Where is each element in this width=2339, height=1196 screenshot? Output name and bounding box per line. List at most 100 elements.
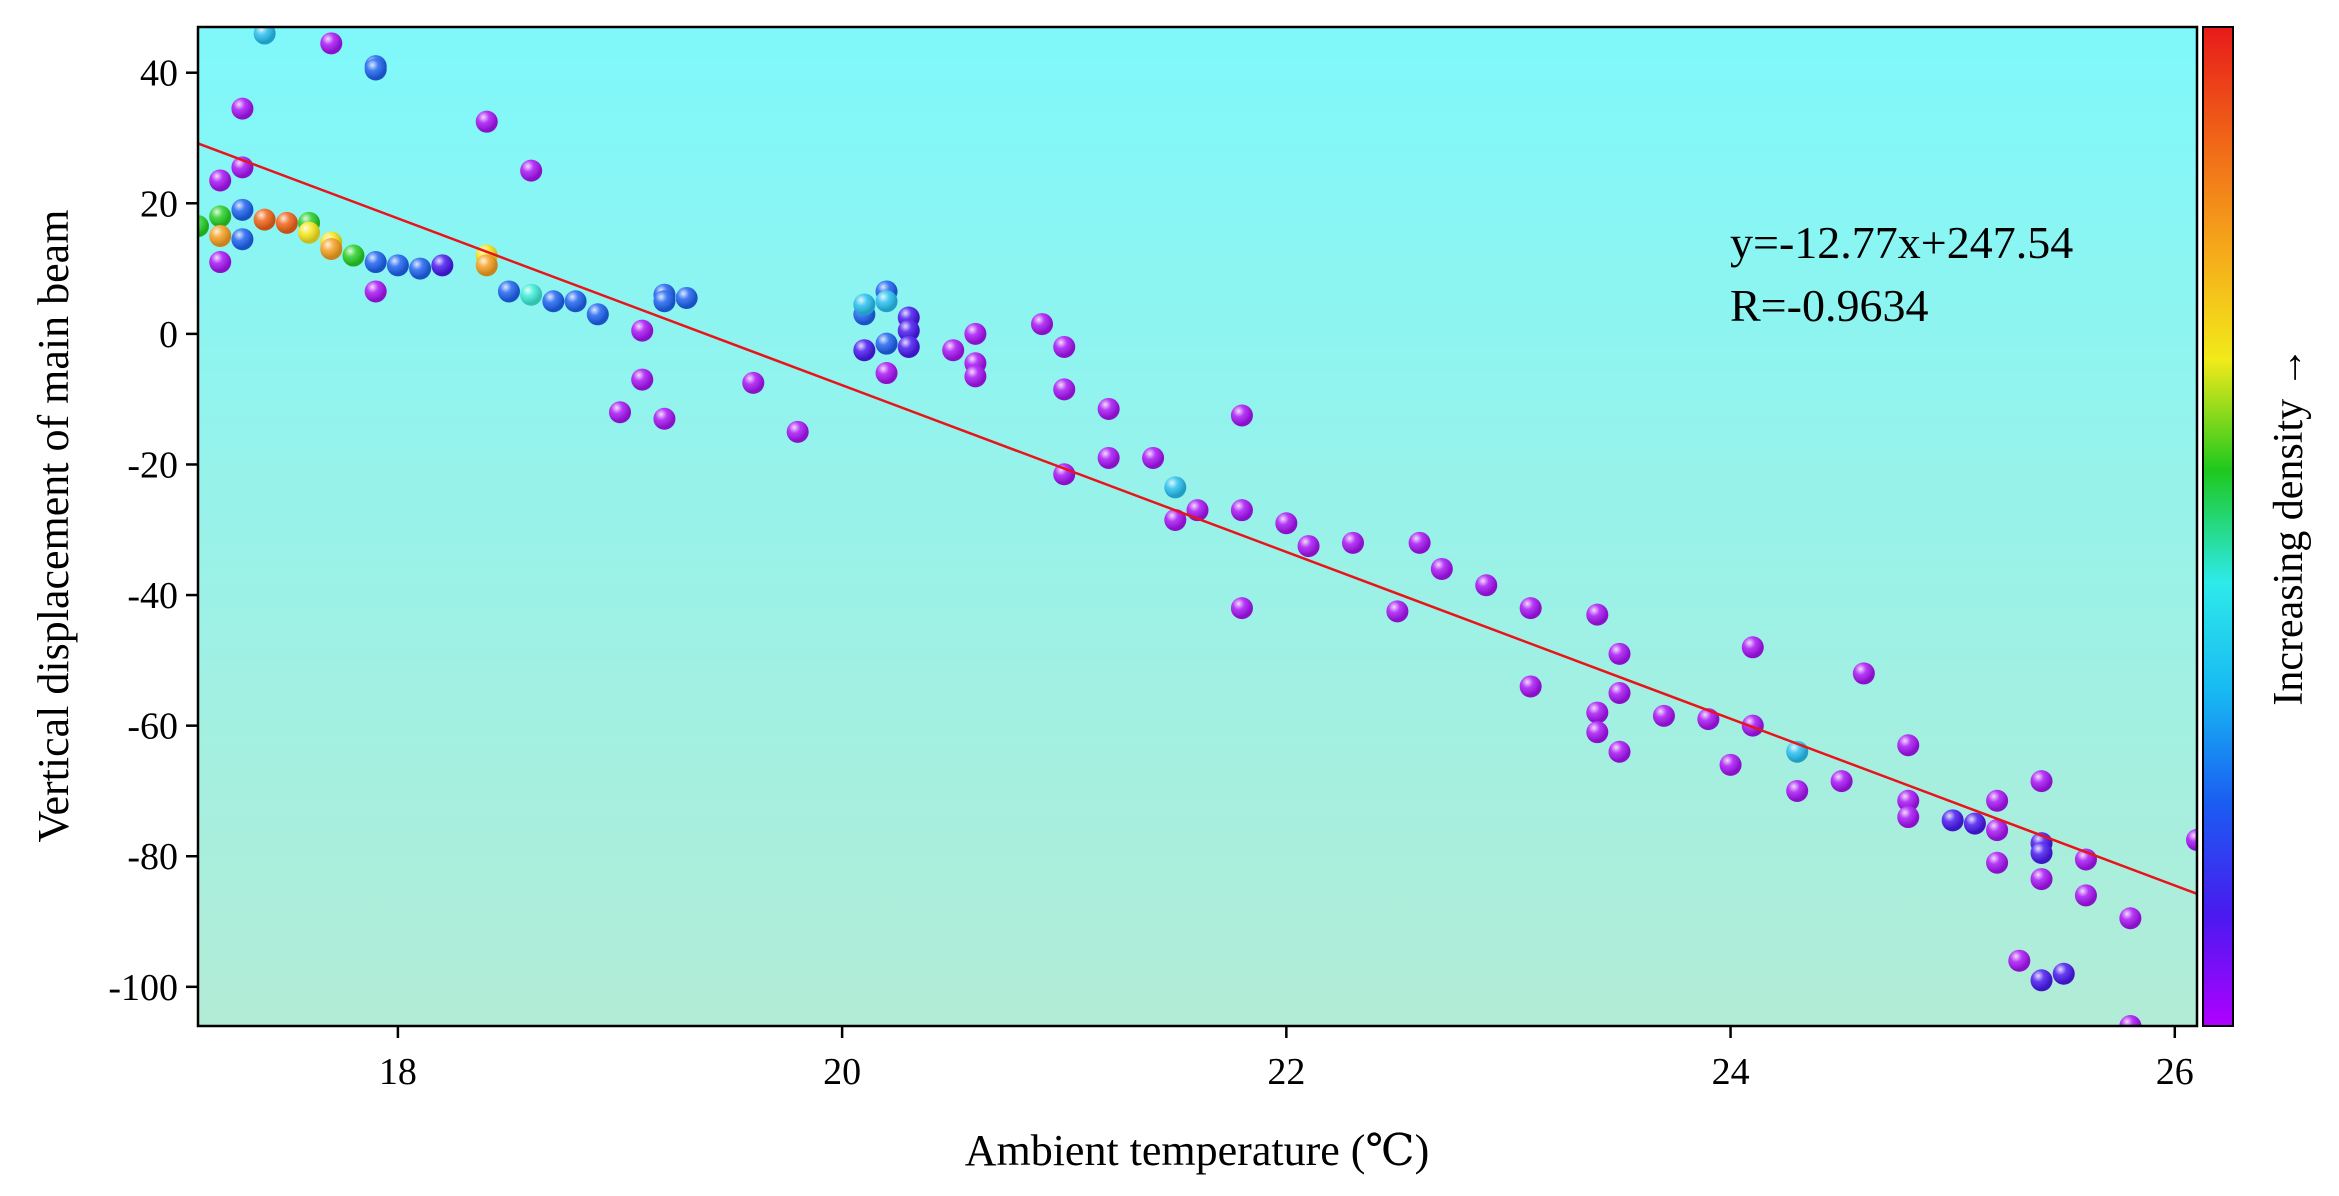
- point-shading: [1852, 662, 1875, 685]
- data-point: [298, 221, 321, 244]
- data-point: [542, 290, 565, 313]
- x-tick-label: 24: [1712, 1051, 1750, 1093]
- regression-equation: y=-12.77x+247.54: [1730, 217, 2073, 268]
- data-point: [431, 254, 454, 277]
- point-shading: [1741, 636, 1764, 659]
- y-tick-label: 40: [140, 53, 178, 95]
- point-shading: [875, 290, 898, 313]
- data-point: [2186, 828, 2197, 851]
- point-shading: [1830, 770, 1853, 793]
- data-point: [1986, 819, 2009, 842]
- point-shading: [2119, 1015, 2142, 1026]
- data-point: [653, 407, 676, 430]
- data-point: [209, 251, 232, 274]
- point-shading: [198, 215, 209, 238]
- data-point: [198, 215, 209, 238]
- data-point: [631, 368, 654, 391]
- point-shading: [475, 254, 498, 277]
- data-point: [364, 58, 387, 81]
- data-point: [564, 290, 587, 313]
- point-shading: [1897, 789, 1920, 812]
- y-tick-label: 0: [159, 314, 178, 356]
- point-shading: [520, 159, 543, 182]
- point-shading: [475, 110, 498, 133]
- point-shading: [2052, 962, 2075, 985]
- point-shading: [275, 211, 298, 234]
- point-shading: [2030, 868, 2053, 891]
- data-point: [853, 293, 876, 316]
- point-shading: [1408, 531, 1431, 554]
- point-shading: [2074, 884, 2097, 907]
- data-point: [231, 228, 254, 251]
- point-shading: [964, 365, 987, 388]
- data-point: [2008, 949, 2031, 972]
- point-shading: [1963, 812, 1986, 835]
- point-shading: [253, 27, 276, 45]
- y-tick-label: -20: [127, 444, 178, 486]
- x-tick-label: 22: [1267, 1051, 1305, 1093]
- point-shading: [409, 257, 432, 280]
- data-point: [653, 290, 676, 313]
- point-shading: [1230, 404, 1253, 427]
- point-shading: [631, 368, 654, 391]
- point-shading: [1608, 740, 1631, 763]
- data-point: [253, 27, 276, 45]
- point-shading: [1164, 476, 1187, 499]
- point-shading: [2186, 828, 2197, 851]
- point-shading: [298, 221, 321, 244]
- point-shading: [609, 401, 632, 424]
- data-point: [1053, 463, 1076, 486]
- data-point: [1986, 789, 2009, 812]
- point-shading: [1608, 682, 1631, 704]
- point-shading: [231, 228, 254, 251]
- data-point: [1297, 535, 1320, 558]
- data-point: [320, 238, 343, 260]
- point-shading: [897, 335, 920, 358]
- data-point: [786, 420, 809, 443]
- point-shading: [1230, 597, 1253, 620]
- data-point: [231, 97, 254, 120]
- data-point: [1430, 557, 1453, 580]
- point-shading: [342, 244, 365, 267]
- point-shading: [1986, 851, 2009, 874]
- point-shading: [364, 58, 387, 81]
- point-shading: [1586, 701, 1609, 724]
- point-shading: [1430, 557, 1453, 580]
- correlation-coefficient: R=-0.9634: [1730, 280, 1928, 331]
- data-point: [1475, 574, 1498, 597]
- data-point: [1897, 734, 1920, 757]
- x-tick-label: 20: [823, 1051, 861, 1093]
- point-shading: [320, 238, 343, 260]
- point-shading: [1897, 734, 1920, 757]
- data-point: [609, 401, 632, 424]
- point-shading: [653, 290, 676, 313]
- data-point: [1519, 675, 1542, 698]
- data-point: [1986, 851, 2009, 874]
- data-point: [1652, 704, 1675, 727]
- data-point: [1341, 531, 1364, 554]
- point-shading: [2030, 770, 2053, 793]
- data-point: [2074, 884, 2097, 907]
- data-point: [942, 339, 965, 362]
- point-shading: [2030, 841, 2053, 864]
- data-point: [1719, 753, 1742, 776]
- data-point: [1852, 662, 1875, 685]
- colorbar-label: Increasing density →: [2266, 346, 2312, 705]
- data-point: [497, 280, 520, 303]
- point-shading: [1053, 378, 1076, 401]
- data-point: [1586, 603, 1609, 626]
- data-point: [1053, 378, 1076, 401]
- data-point: [209, 205, 232, 228]
- data-point: [475, 254, 498, 277]
- data-point: [2052, 962, 2075, 985]
- data-point: [520, 159, 543, 182]
- x-axis-title: Ambient temperature (℃): [965, 1126, 1430, 1175]
- point-shading: [1586, 721, 1609, 744]
- data-point: [1608, 740, 1631, 763]
- data-point: [1741, 714, 1764, 737]
- x-axis-ticks: 18 20 22 24 26: [379, 1026, 2194, 1093]
- point-shading: [1097, 446, 1120, 469]
- y-axis-title: Vertical displacement of main beam: [29, 210, 78, 843]
- point-shading: [1164, 508, 1187, 531]
- data-point: [1275, 512, 1298, 535]
